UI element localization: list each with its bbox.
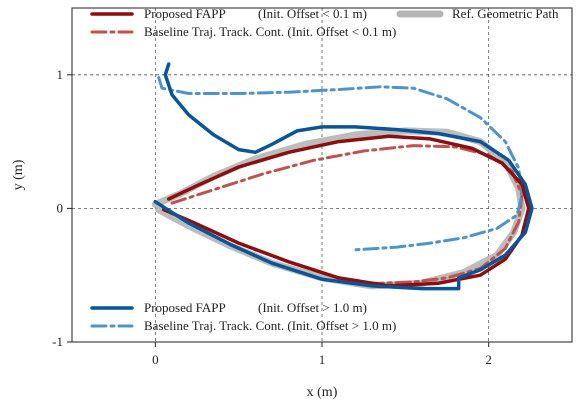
- series-layer: [151, 62, 534, 291]
- series-line-base_large: [157, 76, 524, 252]
- y-tick-label: 1: [57, 67, 64, 82]
- x-tick-label: 1: [319, 352, 326, 367]
- x-axis-label: x (m): [307, 385, 338, 400]
- y-axis-label: y (m): [11, 159, 26, 190]
- legend-label-base_small: Baseline Traj. Track. Cont. (Init. Offse…: [144, 24, 396, 39]
- series-line-fapp_large: [153, 62, 534, 291]
- grid-layer: [72, 8, 572, 343]
- legend-note-fapp_large: (Init. Offset > 1.0 m): [258, 300, 367, 315]
- legend-label-ref: Ref. Geometric Path: [452, 6, 559, 21]
- y-tick-label: 0: [57, 200, 64, 215]
- legend-note-fapp_small: (Init. Offset < 0.1 m): [258, 6, 367, 21]
- series-line-fapp_small: [161, 134, 531, 288]
- x-tick-label: 2: [485, 352, 492, 367]
- legend-label-fapp_large: Proposed FAPP: [144, 300, 226, 315]
- legend-label-base_large: Baseline Traj. Track. Cont. (Init. Offse…: [144, 318, 396, 333]
- legend-label-fapp_small: Proposed FAPP: [144, 6, 226, 21]
- series-line-base_small: [170, 144, 524, 285]
- y-tick-label: -1: [52, 334, 63, 349]
- ticks-layer: 0 1 2 -1 0 1: [52, 67, 492, 367]
- x-tick-label: 0: [152, 352, 159, 367]
- legend-layer: Proposed FAPP (Init. Offset < 0.1 m) Ref. …: [90, 6, 559, 333]
